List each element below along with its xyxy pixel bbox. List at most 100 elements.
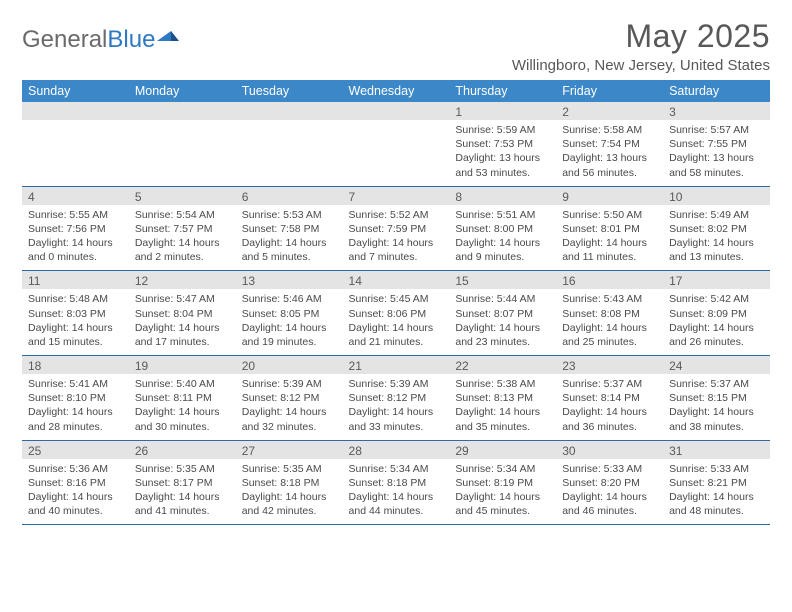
daylight-text: Daylight: 13 hours and 56 minutes. bbox=[562, 151, 657, 179]
calendar-cell: 9Sunrise: 5:50 AMSunset: 8:01 PMDaylight… bbox=[556, 186, 663, 271]
logo-mark-icon bbox=[157, 20, 179, 48]
day-content: Sunrise: 5:33 AMSunset: 8:20 PMDaylight:… bbox=[556, 459, 663, 525]
calendar-row: 4Sunrise: 5:55 AMSunset: 7:56 PMDaylight… bbox=[22, 186, 770, 271]
daylight-text: Daylight: 14 hours and 40 minutes. bbox=[28, 490, 123, 518]
daylight-text: Daylight: 14 hours and 44 minutes. bbox=[349, 490, 444, 518]
sunset-text: Sunset: 8:17 PM bbox=[135, 476, 230, 490]
day-number: 20 bbox=[236, 356, 343, 374]
day-content: Sunrise: 5:46 AMSunset: 8:05 PMDaylight:… bbox=[236, 289, 343, 355]
day-number: 17 bbox=[663, 271, 770, 289]
sunset-text: Sunset: 8:18 PM bbox=[349, 476, 444, 490]
day-content bbox=[236, 120, 343, 184]
sunrise-text: Sunrise: 5:53 AM bbox=[242, 208, 337, 222]
daylight-text: Daylight: 14 hours and 38 minutes. bbox=[669, 405, 764, 433]
sunset-text: Sunset: 8:02 PM bbox=[669, 222, 764, 236]
sunset-text: Sunset: 8:16 PM bbox=[28, 476, 123, 490]
calendar-cell: 22Sunrise: 5:38 AMSunset: 8:13 PMDayligh… bbox=[449, 356, 556, 441]
daylight-text: Daylight: 14 hours and 17 minutes. bbox=[135, 321, 230, 349]
day-content: Sunrise: 5:38 AMSunset: 8:13 PMDaylight:… bbox=[449, 374, 556, 440]
weekday-header: Wednesday bbox=[343, 80, 450, 102]
day-content: Sunrise: 5:51 AMSunset: 8:00 PMDaylight:… bbox=[449, 205, 556, 271]
calendar-cell: 13Sunrise: 5:46 AMSunset: 8:05 PMDayligh… bbox=[236, 271, 343, 356]
calendar-cell: 31Sunrise: 5:33 AMSunset: 8:21 PMDayligh… bbox=[663, 440, 770, 525]
day-number: 7 bbox=[343, 187, 450, 205]
day-number: 13 bbox=[236, 271, 343, 289]
daylight-text: Daylight: 14 hours and 15 minutes. bbox=[28, 321, 123, 349]
calendar-cell: 28Sunrise: 5:34 AMSunset: 8:18 PMDayligh… bbox=[343, 440, 450, 525]
calendar-head: SundayMondayTuesdayWednesdayThursdayFrid… bbox=[22, 80, 770, 102]
daylight-text: Daylight: 14 hours and 25 minutes. bbox=[562, 321, 657, 349]
day-number: 29 bbox=[449, 441, 556, 459]
calendar-cell: 27Sunrise: 5:35 AMSunset: 8:18 PMDayligh… bbox=[236, 440, 343, 525]
sunset-text: Sunset: 8:08 PM bbox=[562, 307, 657, 321]
daylight-text: Daylight: 13 hours and 58 minutes. bbox=[669, 151, 764, 179]
daylight-text: Daylight: 14 hours and 32 minutes. bbox=[242, 405, 337, 433]
calendar-cell: 29Sunrise: 5:34 AMSunset: 8:19 PMDayligh… bbox=[449, 440, 556, 525]
day-number: 8 bbox=[449, 187, 556, 205]
sunrise-text: Sunrise: 5:43 AM bbox=[562, 292, 657, 306]
day-number: 30 bbox=[556, 441, 663, 459]
daylight-text: Daylight: 14 hours and 9 minutes. bbox=[455, 236, 550, 264]
day-content: Sunrise: 5:34 AMSunset: 8:19 PMDaylight:… bbox=[449, 459, 556, 525]
sunset-text: Sunset: 8:12 PM bbox=[242, 391, 337, 405]
day-content: Sunrise: 5:34 AMSunset: 8:18 PMDaylight:… bbox=[343, 459, 450, 525]
sunrise-text: Sunrise: 5:59 AM bbox=[455, 123, 550, 137]
calendar-row: 11Sunrise: 5:48 AMSunset: 8:03 PMDayligh… bbox=[22, 271, 770, 356]
weekday-header: Friday bbox=[556, 80, 663, 102]
daylight-text: Daylight: 14 hours and 26 minutes. bbox=[669, 321, 764, 349]
sunrise-text: Sunrise: 5:44 AM bbox=[455, 292, 550, 306]
sunset-text: Sunset: 8:21 PM bbox=[669, 476, 764, 490]
sunset-text: Sunset: 7:54 PM bbox=[562, 137, 657, 151]
calendar-cell bbox=[236, 102, 343, 186]
sunrise-text: Sunrise: 5:38 AM bbox=[455, 377, 550, 391]
sunrise-text: Sunrise: 5:33 AM bbox=[669, 462, 764, 476]
calendar-cell: 10Sunrise: 5:49 AMSunset: 8:02 PMDayligh… bbox=[663, 186, 770, 271]
calendar-row: 18Sunrise: 5:41 AMSunset: 8:10 PMDayligh… bbox=[22, 356, 770, 441]
daylight-text: Daylight: 14 hours and 0 minutes. bbox=[28, 236, 123, 264]
day-number bbox=[343, 102, 450, 120]
weekday-header: Sunday bbox=[22, 80, 129, 102]
calendar-cell: 4Sunrise: 5:55 AMSunset: 7:56 PMDaylight… bbox=[22, 186, 129, 271]
calendar-cell: 21Sunrise: 5:39 AMSunset: 8:12 PMDayligh… bbox=[343, 356, 450, 441]
day-number: 15 bbox=[449, 271, 556, 289]
calendar-cell: 24Sunrise: 5:37 AMSunset: 8:15 PMDayligh… bbox=[663, 356, 770, 441]
daylight-text: Daylight: 14 hours and 36 minutes. bbox=[562, 405, 657, 433]
logo-text-blue: Blue bbox=[107, 26, 155, 54]
sunset-text: Sunset: 8:06 PM bbox=[349, 307, 444, 321]
sunset-text: Sunset: 8:04 PM bbox=[135, 307, 230, 321]
sunset-text: Sunset: 8:05 PM bbox=[242, 307, 337, 321]
calendar-cell: 1Sunrise: 5:59 AMSunset: 7:53 PMDaylight… bbox=[449, 102, 556, 186]
day-number bbox=[236, 102, 343, 120]
daylight-text: Daylight: 14 hours and 46 minutes. bbox=[562, 490, 657, 518]
day-content: Sunrise: 5:44 AMSunset: 8:07 PMDaylight:… bbox=[449, 289, 556, 355]
day-number bbox=[22, 102, 129, 120]
day-number: 5 bbox=[129, 187, 236, 205]
calendar-cell bbox=[22, 102, 129, 186]
sunrise-text: Sunrise: 5:33 AM bbox=[562, 462, 657, 476]
calendar-cell bbox=[129, 102, 236, 186]
calendar-cell: 5Sunrise: 5:54 AMSunset: 7:57 PMDaylight… bbox=[129, 186, 236, 271]
calendar-cell: 6Sunrise: 5:53 AMSunset: 7:58 PMDaylight… bbox=[236, 186, 343, 271]
day-number: 16 bbox=[556, 271, 663, 289]
day-content: Sunrise: 5:39 AMSunset: 8:12 PMDaylight:… bbox=[343, 374, 450, 440]
daylight-text: Daylight: 14 hours and 28 minutes. bbox=[28, 405, 123, 433]
day-number: 31 bbox=[663, 441, 770, 459]
sunset-text: Sunset: 8:11 PM bbox=[135, 391, 230, 405]
logo: GeneralBlue bbox=[22, 26, 179, 54]
day-content: Sunrise: 5:55 AMSunset: 7:56 PMDaylight:… bbox=[22, 205, 129, 271]
day-content: Sunrise: 5:53 AMSunset: 7:58 PMDaylight:… bbox=[236, 205, 343, 271]
daylight-text: Daylight: 14 hours and 30 minutes. bbox=[135, 405, 230, 433]
sunrise-text: Sunrise: 5:52 AM bbox=[349, 208, 444, 222]
day-content: Sunrise: 5:54 AMSunset: 7:57 PMDaylight:… bbox=[129, 205, 236, 271]
daylight-text: Daylight: 14 hours and 2 minutes. bbox=[135, 236, 230, 264]
weekday-header: Monday bbox=[129, 80, 236, 102]
day-number: 11 bbox=[22, 271, 129, 289]
day-number: 22 bbox=[449, 356, 556, 374]
day-content: Sunrise: 5:49 AMSunset: 8:02 PMDaylight:… bbox=[663, 205, 770, 271]
sunrise-text: Sunrise: 5:36 AM bbox=[28, 462, 123, 476]
day-number: 3 bbox=[663, 102, 770, 120]
day-content bbox=[343, 120, 450, 184]
sunrise-text: Sunrise: 5:39 AM bbox=[349, 377, 444, 391]
logo-text-gray: General bbox=[22, 26, 107, 54]
day-content: Sunrise: 5:35 AMSunset: 8:17 PMDaylight:… bbox=[129, 459, 236, 525]
